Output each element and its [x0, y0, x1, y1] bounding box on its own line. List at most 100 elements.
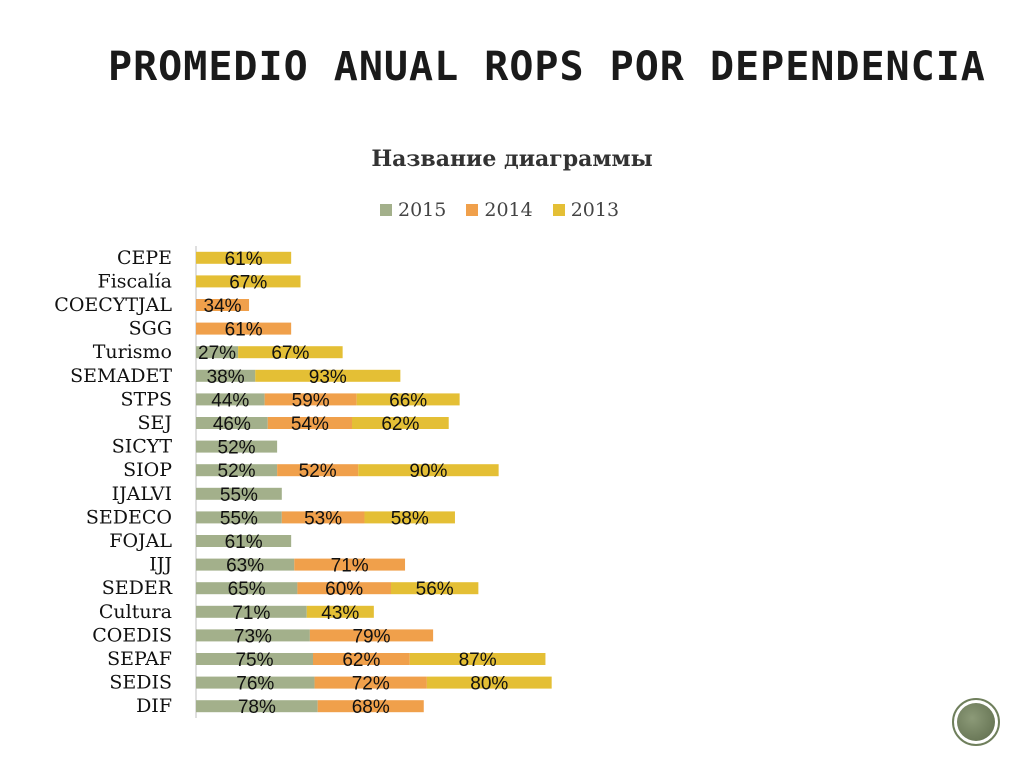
- bar-segment-2013: [391, 582, 479, 595]
- legend-label-2014: 2014: [484, 199, 533, 221]
- bar-segment-2015: [196, 700, 318, 713]
- data-label-2013: 61%: [225, 249, 263, 270]
- bar-segment-2015: [196, 417, 268, 429]
- bar-segment-2013: [196, 275, 301, 288]
- category-label: SEDER: [102, 577, 173, 599]
- bar-segment-2015: [196, 487, 282, 500]
- data-label-2015: 46%: [213, 414, 251, 435]
- bar-segment-2015: [196, 346, 239, 359]
- bar-segment-2013: [356, 393, 460, 406]
- bar-segment-2013: [306, 605, 374, 618]
- category-label: CEPE: [117, 247, 172, 269]
- bar-segment-2013: [238, 346, 343, 359]
- chart-legend: 2015 2014 2013: [380, 199, 619, 221]
- data-label-2013: 62%: [381, 414, 419, 435]
- category-label: SIOP: [123, 459, 172, 481]
- chart-title: Название диаграммы: [371, 146, 653, 172]
- data-label-2013: 56%: [416, 579, 454, 600]
- bar-segment-2014: [294, 558, 406, 571]
- category-label: Fiscalía: [98, 270, 172, 292]
- legend-swatch-2015: [380, 204, 392, 216]
- category-label: SEDECO: [86, 506, 172, 528]
- category-label: FOJAL: [109, 530, 172, 552]
- data-label-2015: 75%: [235, 650, 273, 671]
- data-label-2015: 71%: [232, 603, 270, 624]
- data-label-2015: 63%: [226, 556, 264, 577]
- category-label: SEPAF: [107, 648, 172, 670]
- data-label-2014: 62%: [342, 650, 380, 671]
- bar-segment-2013: [409, 653, 546, 665]
- data-label-2015: 61%: [225, 532, 263, 553]
- bar-segment-2015: [196, 464, 278, 477]
- bar-segment-2015: [196, 629, 310, 642]
- data-label-2015: 73%: [234, 626, 272, 647]
- legend-swatch-2013: [552, 204, 565, 216]
- data-label-2014: 54%: [291, 414, 329, 435]
- bar-segment-2015: [196, 582, 298, 595]
- bar-segment-2015: [196, 440, 278, 453]
- data-label-2013: 43%: [321, 603, 359, 624]
- category-label: DIF: [136, 695, 172, 717]
- data-label-2013: 90%: [409, 461, 447, 482]
- legend-item-2014: 2014: [466, 199, 533, 221]
- corner-badge-icon: [952, 698, 1000, 746]
- bar-segment-2015: [196, 511, 282, 524]
- category-label: IJALVI: [112, 483, 172, 505]
- bar-segment-2013: [358, 464, 499, 477]
- legend-label-2013: 2013: [570, 199, 620, 221]
- data-label-2014: 68%: [352, 697, 390, 718]
- category-label: IJJ: [149, 554, 172, 576]
- bar-segment-2015: [196, 676, 315, 689]
- bar-segment-2013: [352, 417, 449, 429]
- legend-item-2013: 2013: [552, 199, 620, 221]
- bar-segment-2015: [196, 653, 313, 665]
- bar-segment-2015: [196, 393, 265, 406]
- bar-segment-2013: [255, 369, 401, 382]
- legend-item-2015: 2015: [380, 199, 446, 221]
- data-label-2014: 53%: [304, 508, 342, 529]
- category-label: SGG: [129, 318, 172, 340]
- data-label-2015: 55%: [220, 508, 258, 529]
- data-label-2014: 60%: [325, 579, 363, 600]
- bar-segment-2014: [281, 511, 365, 524]
- data-label-2015: 55%: [220, 485, 258, 506]
- data-label-2015: 38%: [207, 367, 245, 388]
- data-label-2015: 27%: [198, 343, 236, 364]
- category-label: Cultura: [99, 601, 172, 623]
- data-label-2013: 58%: [391, 508, 429, 529]
- data-label-2014: 79%: [352, 626, 390, 647]
- bar-segment-2014: [309, 629, 434, 642]
- legend-swatch-2014: [466, 204, 479, 216]
- data-label-2013: 80%: [470, 674, 508, 695]
- data-label-2014: 52%: [299, 461, 337, 482]
- bar-segment-2013: [196, 251, 292, 264]
- bar-segment-2014: [267, 417, 352, 429]
- data-label-2013: 87%: [459, 650, 497, 671]
- bar-segment-2014: [297, 582, 391, 595]
- page-title: PROMEDIO ANUAL ROPS POR DEPENDENCIA: [108, 44, 986, 90]
- data-label-2015: 44%: [211, 390, 249, 411]
- category-label: SEMADET: [70, 365, 172, 387]
- bar-segment-2014: [277, 464, 359, 477]
- data-label-2014: 71%: [331, 556, 369, 577]
- data-label-2014: 34%: [204, 296, 242, 317]
- data-label-2013: 66%: [389, 390, 427, 411]
- category-label: STPS: [121, 388, 173, 410]
- bar-segment-2014: [314, 676, 427, 689]
- category-label: COEDIS: [92, 624, 172, 646]
- data-label-2015: 52%: [218, 461, 256, 482]
- data-label-2015: 65%: [228, 579, 266, 600]
- category-label: SEDIS: [109, 672, 172, 694]
- data-label-2015: 52%: [218, 438, 256, 459]
- bar-segment-2014: [196, 299, 250, 311]
- bar-segment-2015: [196, 558, 295, 571]
- data-label-2014: 59%: [292, 390, 330, 411]
- data-label-2015: 78%: [238, 697, 276, 718]
- category-label: SEJ: [137, 412, 172, 434]
- data-label-2015: 76%: [236, 674, 274, 695]
- bar-segment-2013: [426, 676, 552, 689]
- data-label-2013: 67%: [229, 272, 267, 293]
- data-label-2013: 67%: [271, 343, 309, 364]
- bar-segment-2015: [196, 535, 292, 547]
